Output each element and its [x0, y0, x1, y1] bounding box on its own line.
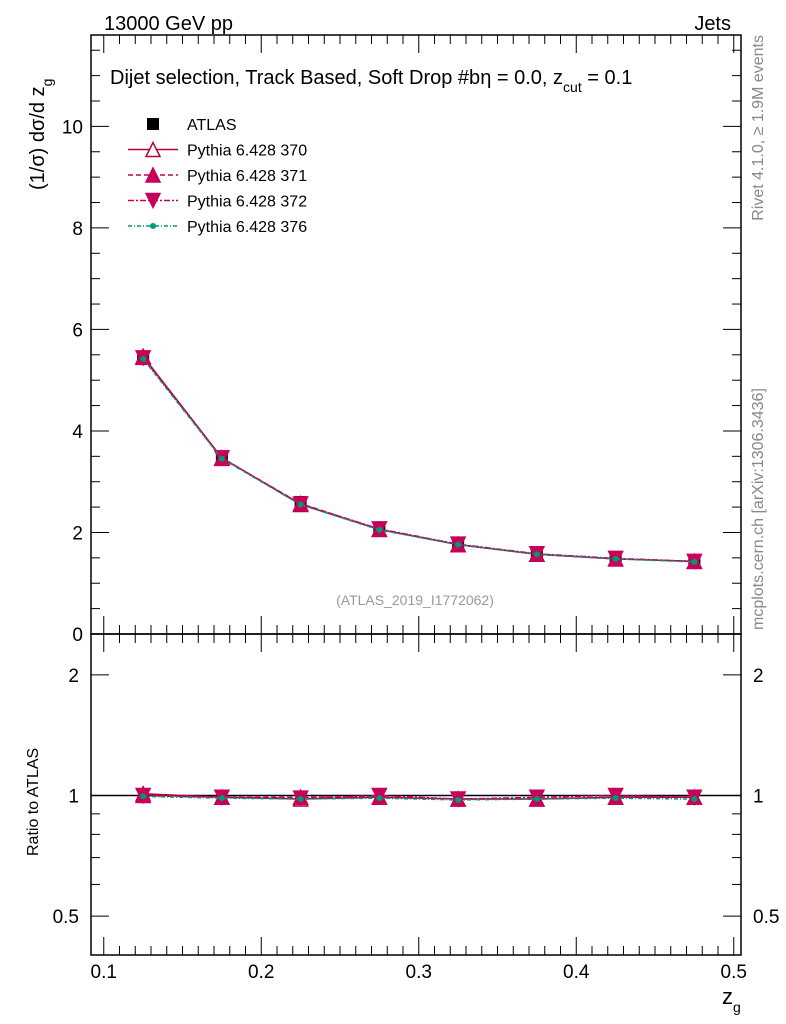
- ratio-point-3: [533, 796, 540, 803]
- data-point-4: [297, 501, 304, 508]
- y-tick-label: 0: [72, 625, 83, 646]
- y-tick-label: 8: [72, 219, 83, 240]
- ratio-y-tick-label-right: 2: [753, 666, 764, 687]
- ratio-point-3: [691, 796, 698, 803]
- data-point-4: [533, 551, 540, 558]
- data-point-4: [376, 526, 383, 533]
- x-axis-label: zg: [722, 984, 741, 1015]
- data-point-4: [140, 355, 147, 362]
- y-tick-label: 6: [72, 320, 83, 341]
- ratio-y-tick-label: 0.5: [53, 907, 79, 928]
- ratio-point-3: [376, 795, 383, 802]
- legend-marker: [144, 192, 162, 210]
- ratio-y-label: Ratio to ATLAS: [25, 748, 42, 856]
- legend-marker: [147, 118, 159, 130]
- main-title: Dijet selection, Track Based, Soft Drop …: [110, 67, 632, 95]
- ratio-y-tick-label-right: 0.5: [753, 907, 779, 928]
- ratio-line-3: [143, 795, 695, 801]
- ratio-point-3: [140, 793, 147, 800]
- legend-label: Pythia 6.428 370: [187, 143, 307, 160]
- data-point-4: [612, 555, 619, 562]
- ratio-y-tick-label: 2: [68, 666, 79, 687]
- y-tick-label: 4: [72, 422, 83, 443]
- ratio-y-tick-label-right: 1: [753, 787, 764, 808]
- legend-label: Pythia 6.428 371: [187, 168, 307, 185]
- y-tick-label: 2: [72, 523, 83, 544]
- y-tick-label: 10: [62, 117, 83, 138]
- ratio-point-3: [297, 796, 304, 803]
- y-axis-label: (1/σ) dσ/d zg: [27, 79, 55, 190]
- legend-label: Pythia 6.428 376: [187, 219, 307, 236]
- mcplots-label: mcplots.cern.ch [arXiv:1306.3436]: [750, 388, 767, 630]
- ratio-point-3: [455, 796, 462, 803]
- series-line-3: [142, 357, 695, 563]
- header-left: 13000 GeV pp: [104, 13, 233, 35]
- ratio-line-2: [143, 794, 695, 800]
- rivet-label: Rivet 4.1.0, ≥ 1.9M events: [750, 35, 767, 221]
- data-point-4: [218, 455, 225, 462]
- analysis-watermark: (ATLAS_2019_I1772062): [336, 592, 494, 608]
- data-point-4: [455, 541, 462, 548]
- ratio-point-3: [218, 795, 225, 802]
- x-tick-label: 0.1: [91, 962, 117, 983]
- x-tick-label: 0.5: [721, 962, 747, 983]
- x-tick-label: 0.3: [406, 962, 432, 983]
- x-tick-label: 0.2: [248, 962, 274, 983]
- legend-marker: [144, 166, 162, 183]
- ratio-y-tick-label: 1: [68, 787, 79, 808]
- x-tick-label: 0.4: [563, 962, 590, 983]
- header-right: Jets: [694, 13, 731, 35]
- legend-marker: [144, 140, 162, 158]
- ratio-point-3: [612, 795, 619, 802]
- legend-label: ATLAS: [187, 117, 237, 134]
- legend-label: Pythia 6.428 372: [187, 194, 307, 211]
- data-point-4: [691, 558, 698, 565]
- legend-marker: [150, 223, 156, 229]
- ratio-frame: [90, 633, 742, 956]
